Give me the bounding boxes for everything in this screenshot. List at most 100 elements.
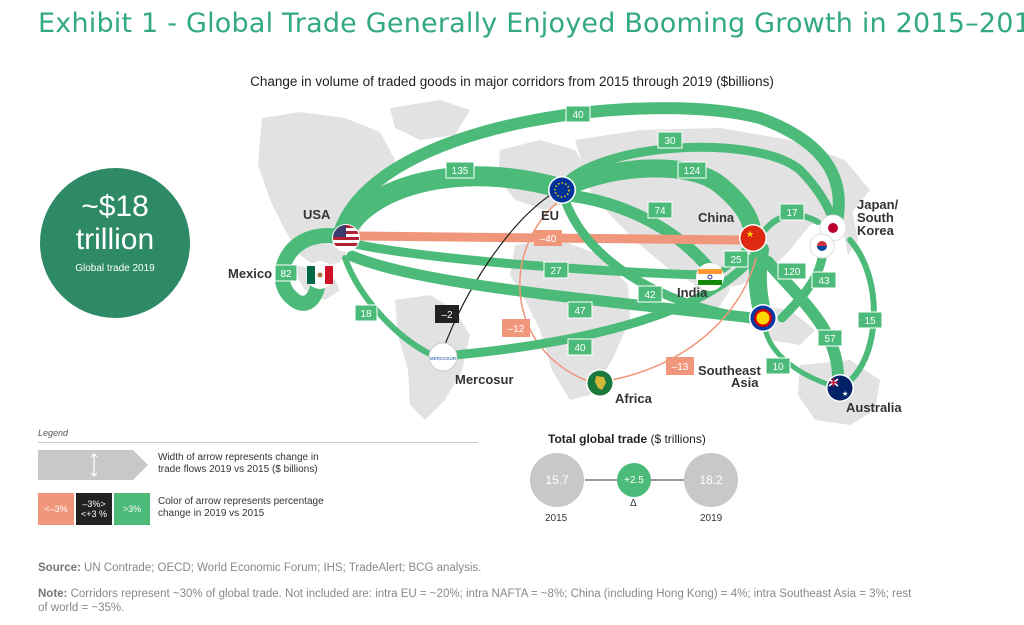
eu-flag-icon [548, 176, 576, 204]
badge-bg [765, 357, 791, 375]
flow-usa-eu [335, 166, 570, 242]
mercosur-logo-icon: MERCOSUR [428, 342, 458, 372]
badge-bg [777, 262, 807, 280]
badge-bg [445, 161, 475, 179]
legend-swatch-neutral: –3%> <+3 % [76, 493, 112, 525]
badge-bg [817, 329, 843, 347]
badge-value: 40 [574, 343, 586, 354]
label-sea-line1: Southeast [698, 363, 762, 378]
flow-eu-japan [555, 142, 840, 230]
flow-eu-africa [519, 199, 591, 383]
badge-value: 47 [574, 306, 586, 317]
india-flag-icon [696, 263, 724, 291]
flow-usa-china-top [334, 102, 845, 236]
badge-value: –2 [441, 310, 453, 321]
badge-bg [534, 230, 562, 246]
global-trade-caption: Global trade 2019 [75, 263, 155, 274]
global-trade-callout: ~$18 trillion Global trade 2019 [40, 168, 190, 318]
badge-value: 30 [664, 136, 676, 147]
note-label: Note: [38, 588, 68, 600]
label-mercosur: Mercosur [455, 372, 514, 387]
legend-divider [38, 442, 478, 443]
total-trade-title-text: Total global trade [548, 432, 648, 446]
source-note: Source: UN Contrade; OECD; World Economi… [38, 562, 481, 574]
usa-flag-icon [332, 224, 360, 252]
flow-china-africa [599, 257, 757, 383]
badge-value: 40 [572, 110, 584, 121]
badge-bg [666, 357, 694, 375]
label-japan-line3: Korea [857, 223, 895, 238]
label-china: China [698, 210, 735, 225]
mercosur-logo-text: MERCOSUR [430, 356, 457, 361]
badge-bg [723, 250, 749, 268]
africa-union-icon [586, 369, 614, 397]
legend-color-text: Color of arrow represents percentage cha… [158, 496, 324, 520]
badge-value: 82 [280, 269, 292, 280]
badge-value: 10 [772, 362, 784, 373]
svg-text:★: ★ [746, 229, 754, 239]
legend-swatch-positive: >3% [114, 493, 150, 525]
legend-swatch-neutral-line1: –3%> [82, 499, 106, 509]
legend-width-text-line2: trade flows 2019 vs 2015 ($ billions) [158, 464, 318, 475]
flow-japan-sea [777, 253, 827, 323]
legend-title: Legend [38, 428, 69, 438]
badge-value: 135 [452, 166, 469, 177]
badge-value: –12 [508, 324, 525, 335]
badge-bg [647, 201, 673, 219]
legend-width-text: Width of arrow represents change in trad… [158, 452, 319, 476]
badge-value: 15 [864, 316, 876, 327]
total-2015-circle: 15.7 [530, 453, 584, 507]
asean-emblem-icon [749, 304, 777, 332]
label-japan-line2: South [857, 210, 894, 225]
badge-bg [567, 301, 593, 319]
label-africa: Africa [615, 391, 653, 406]
badge-value: 42 [644, 290, 656, 301]
total-delta-label: Δ [630, 498, 637, 509]
badge-bg [543, 261, 569, 279]
badge-value: 18 [360, 309, 372, 320]
footnote: Note: Corridors represent ~30% of global… [38, 587, 918, 615]
badge-value: 120 [784, 267, 801, 278]
badge-bg [857, 311, 883, 329]
legend-swatch-neutral-line2: <+3 % [80, 509, 108, 519]
badge-bg [354, 304, 378, 322]
badge-bg [657, 131, 683, 149]
label-australia: Australia [846, 400, 902, 415]
south-korea-flag-icon [809, 233, 835, 259]
badge-bg [274, 264, 298, 282]
chart-subtitle: Change in volume of traded goods in majo… [250, 74, 774, 89]
china-flag-icon: ★ [739, 224, 767, 252]
badge-value: 43 [818, 276, 830, 287]
badge-value: 17 [786, 208, 798, 219]
global-trade-value-line1: ~$18 [81, 190, 149, 223]
note-text: Corridors represent ~30% of global trade… [38, 588, 912, 614]
world-map-land [258, 100, 880, 425]
source-text: UN Contrade; OECD; World Economic Forum;… [84, 562, 482, 574]
legend-width-text-line1: Width of arrow represents change in [158, 452, 319, 463]
region-markers: ★ MERCOSUR ★ [306, 176, 854, 402]
legend-color-text-line2: change in 2019 vs 2015 [158, 508, 265, 519]
badge-bg [811, 271, 837, 289]
badge-value: 74 [654, 206, 666, 217]
badge-bg [779, 203, 805, 221]
badge-bg [637, 285, 663, 303]
flow-usa-mercosur [342, 255, 435, 358]
mexico-flag-icon [306, 261, 334, 289]
flow-eu-mercosur [442, 191, 556, 351]
badge-bg [435, 305, 459, 323]
total-2015-year: 2015 [545, 513, 568, 524]
page-title: Exhibit 1 - Global Trade Generally Enjoy… [38, 8, 1024, 39]
australia-flag-icon: ★ [826, 374, 854, 402]
flow-usa-mexico [274, 228, 344, 311]
label-sea-line2: Asia [731, 375, 759, 390]
legend-width-arrow [38, 450, 148, 480]
badge-bg [565, 105, 591, 123]
source-label: Source: [38, 562, 81, 574]
badge-value: 124 [684, 166, 701, 177]
total-trade-unit: ($ trillions) [650, 432, 706, 446]
legend-color-text-line1: Color of arrow represents percentage [158, 496, 324, 507]
trade-flow-map: 40 30 135 124 74 17 –40 25 82 27 120 43 … [228, 100, 902, 425]
badge-value: 25 [730, 255, 742, 266]
flow-china-mercosur [450, 253, 757, 360]
flow-usa-india [350, 239, 710, 280]
